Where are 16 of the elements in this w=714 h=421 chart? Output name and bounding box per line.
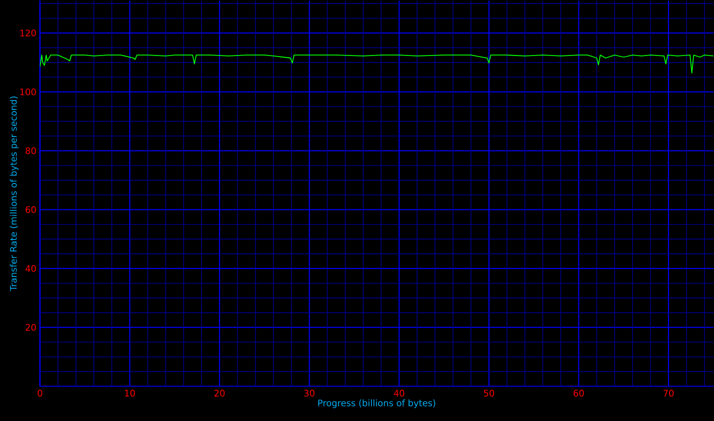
x-tick-label: 30: [304, 390, 314, 396]
y-tick-label: 40: [25, 265, 36, 272]
y-tick-label: 20: [26, 324, 36, 331]
x-tick-label: 70: [664, 390, 674, 396]
x-tick-label: 20: [214, 390, 225, 396]
y-tick-label: 100: [20, 88, 36, 96]
y-axis-title: Transfer Rate (millions of bytes per second): [10, 96, 19, 291]
x-tick-label: 40: [394, 390, 404, 396]
x-axis-title: Progress (billions of bytes): [318, 399, 436, 408]
x-tick-label: 60: [574, 390, 584, 396]
y-tick-label: 60: [26, 206, 36, 213]
x-tick-label: 50: [484, 390, 494, 396]
x-tick-label: 0: [38, 390, 42, 396]
y-tick-label: 120: [20, 29, 36, 36]
y-tick-label: 80: [26, 147, 36, 154]
x-tick-label: 10: [125, 390, 135, 396]
